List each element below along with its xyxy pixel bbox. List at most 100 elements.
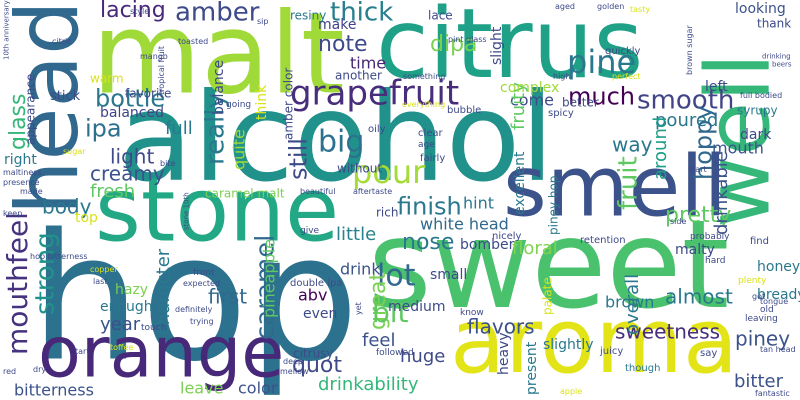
- word: creamy: [90, 162, 165, 186]
- word: bit: [372, 296, 409, 329]
- word: full: [165, 118, 193, 139]
- word: trying: [190, 317, 214, 326]
- word: though: [625, 363, 660, 374]
- word: toffee: [110, 343, 133, 352]
- word: sugar: [63, 147, 86, 156]
- word: mouth: [712, 138, 764, 157]
- word: double ipa: [290, 278, 343, 289]
- word: pretty: [665, 203, 731, 228]
- word: grapefruit: [290, 74, 459, 114]
- word: nose: [402, 230, 454, 255]
- word: lace: [428, 8, 453, 22]
- word: caramel: [250, 235, 280, 340]
- word: heavy: [496, 332, 512, 375]
- word: fruit: [613, 156, 643, 210]
- word: everything: [402, 100, 445, 109]
- word: lot: [377, 258, 416, 293]
- word: still: [285, 138, 313, 180]
- word: fairly: [420, 153, 445, 164]
- word: ipa: [85, 115, 122, 143]
- word: bitterness: [14, 380, 94, 399]
- word: tan head: [760, 345, 796, 354]
- word: touch: [141, 323, 166, 333]
- word: know: [460, 308, 484, 318]
- word: quickly: [605, 46, 641, 57]
- word: thick: [330, 0, 393, 27]
- word: warm: [90, 71, 124, 85]
- word: front: [193, 268, 215, 278]
- word: say: [700, 348, 717, 359]
- word: citric: [52, 37, 72, 46]
- word: hop: [30, 198, 359, 400]
- word: sweet: [368, 194, 729, 336]
- word: strong: [30, 232, 60, 315]
- word: stone 10th: [182, 192, 190, 230]
- word: even: [303, 306, 337, 322]
- word: mango: [140, 52, 168, 61]
- word: toasted: [178, 37, 208, 46]
- word: orange: [38, 312, 284, 394]
- word: bitter: [734, 371, 784, 392]
- word: fruity: [508, 82, 529, 130]
- word: bomber: [460, 237, 515, 253]
- word: floral: [512, 238, 558, 259]
- word: medium: [388, 299, 446, 315]
- word: hard: [705, 256, 725, 266]
- word: fantastic: [755, 389, 790, 398]
- word: big: [318, 124, 364, 159]
- word: mouthfeel: [1, 212, 34, 355]
- word: feel: [362, 330, 396, 351]
- word: syrupy: [737, 103, 778, 117]
- word: beautiful: [300, 187, 335, 196]
- word: really: [200, 93, 230, 165]
- word: leaving: [745, 314, 778, 324]
- word: great: [366, 271, 391, 330]
- word: dry: [33, 365, 46, 374]
- word: almost: [665, 285, 733, 309]
- word: another: [335, 68, 382, 82]
- word: aged: [555, 2, 575, 11]
- word: find: [750, 236, 769, 247]
- word: light: [110, 145, 154, 169]
- word: apple: [560, 387, 582, 396]
- word: color: [238, 378, 278, 397]
- word: note: [318, 32, 368, 57]
- word: brown sugar: [685, 25, 694, 75]
- word: yet: [354, 302, 363, 315]
- word: poured: [655, 110, 718, 131]
- word: complex: [500, 80, 559, 96]
- word: dipa: [430, 32, 478, 57]
- word: alcohol: [118, 67, 554, 209]
- word: followed: [376, 348, 414, 358]
- word: right: [4, 152, 37, 168]
- word: overall: [622, 274, 643, 335]
- word: body: [42, 195, 92, 219]
- word: high: [553, 72, 570, 81]
- word: first: [208, 285, 247, 309]
- word: appearance: [23, 74, 37, 145]
- word: favorite: [125, 86, 171, 100]
- word: hint: [463, 193, 494, 212]
- word: little: [336, 224, 376, 245]
- word: tart: [75, 347, 89, 356]
- word: flavors: [467, 315, 535, 339]
- word: tasty: [630, 5, 650, 14]
- word: resiny: [290, 8, 326, 22]
- word: rich: [376, 205, 398, 219]
- word: nicely: [492, 231, 522, 242]
- word: give: [300, 226, 320, 236]
- word: start: [688, 165, 707, 174]
- word: clear: [418, 128, 444, 139]
- word: leave: [180, 378, 223, 397]
- word: made: [20, 187, 43, 196]
- word: perfect: [612, 72, 641, 81]
- word: red: [3, 367, 16, 376]
- word: malt: [92, 0, 345, 119]
- word: left: [705, 79, 728, 95]
- word: thank: [757, 16, 791, 30]
- word: piney hop: [546, 176, 560, 235]
- word: drinkable: [711, 151, 732, 235]
- word: abv: [298, 285, 327, 304]
